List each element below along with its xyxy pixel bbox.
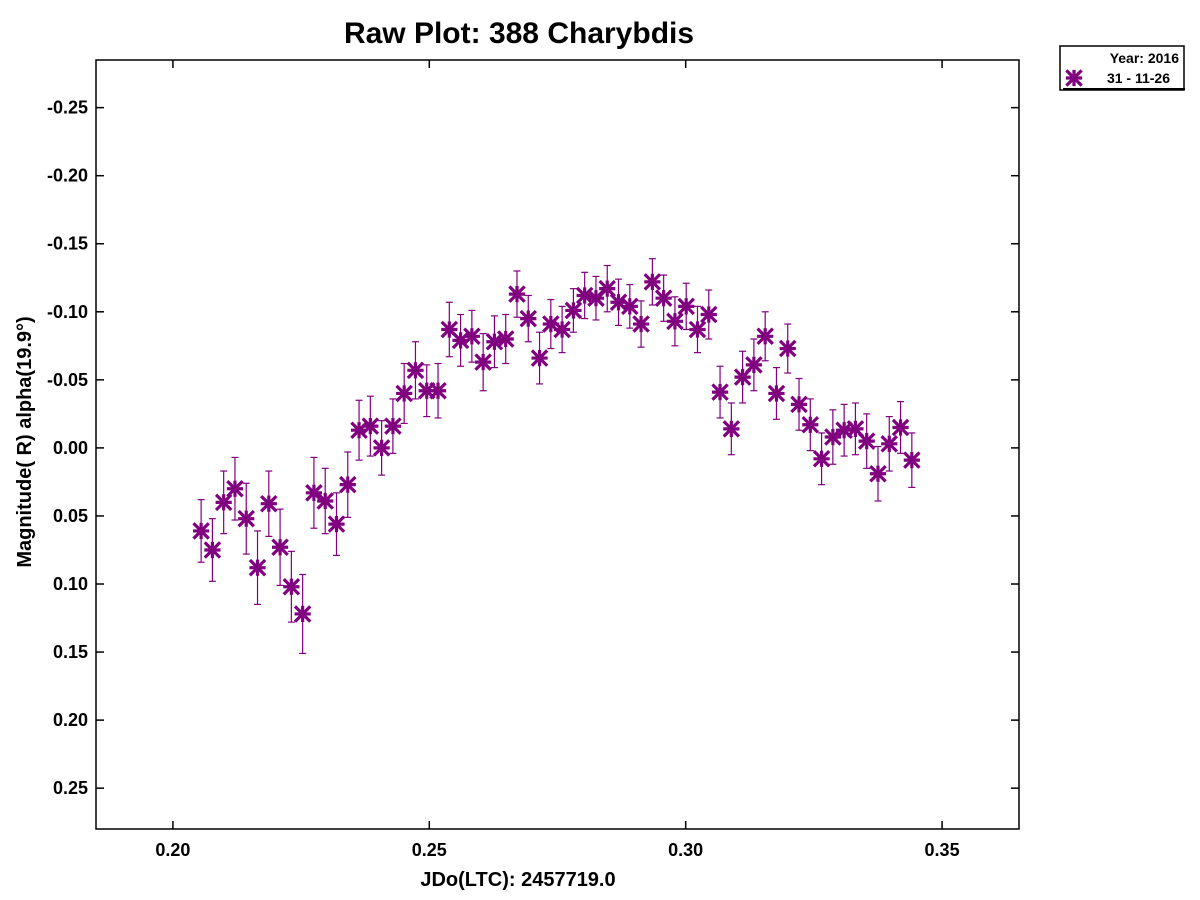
series-31-11-26: [192, 258, 921, 655]
data-point: [688, 320, 707, 339]
data-point: [305, 484, 323, 502]
data-point: [903, 451, 921, 469]
data-point: [463, 327, 481, 346]
y-tick-label: -0.15: [47, 234, 88, 254]
legend-marker-icon: [1065, 69, 1083, 87]
data-point: [406, 361, 425, 380]
data-point: [248, 558, 267, 577]
data-point: [857, 432, 876, 450]
y-tick-label: -0.20: [47, 166, 88, 186]
y-axis-label: Magnitude( R) alpha(19.9°): [14, 316, 36, 567]
y-tick-label: -0.10: [47, 302, 88, 322]
data-point: [271, 538, 289, 557]
legend-box: [1059, 45, 1185, 91]
y-tick-label: 0.15: [53, 642, 88, 662]
data-point: [869, 465, 887, 483]
plot-frame: [95, 59, 1020, 830]
data-point: [677, 297, 695, 316]
x-axis-label: JDo(LTC): 2457719.0: [420, 869, 615, 891]
y-axis: -0.25 -0.20 -0.15 -0.10 -0.05 0.00 0.05 0.10 0.1…: [47, 98, 1019, 798]
data-point: [598, 279, 617, 298]
data-point: [722, 420, 741, 438]
legend: Year: 2016 31 - 11-26: [1059, 45, 1185, 91]
data-point: [553, 320, 571, 339]
data-point: [756, 327, 774, 346]
data-point: [451, 331, 470, 350]
data-point: [632, 315, 650, 333]
data-point: [654, 289, 673, 307]
legend-marker-31-11-26: [1065, 69, 1083, 87]
x-axis: 0.20 0.25 0.30 0.35: [155, 60, 960, 860]
y-tick-label: 0.10: [53, 574, 88, 594]
y-tick-label: 0.05: [53, 506, 88, 526]
data-point: [372, 439, 391, 457]
data-point: [192, 522, 210, 540]
data-point: [293, 605, 312, 623]
data-point: [745, 356, 763, 374]
data-point: [778, 339, 797, 358]
data-point: [643, 273, 662, 291]
y-tick-label: -0.05: [47, 370, 88, 390]
data-point: [474, 353, 492, 371]
data-point: [891, 418, 910, 437]
data-point: [384, 417, 402, 435]
data-point: [316, 492, 334, 510]
data-point: [519, 309, 538, 328]
data-point: [790, 395, 808, 414]
data-point: [508, 285, 526, 303]
data-point: [700, 305, 718, 324]
y-tick-label: 0.25: [53, 778, 88, 798]
y-tick-label: 0.00: [53, 438, 88, 458]
data-point: [214, 493, 233, 512]
y-tick-label: -0.25: [47, 98, 88, 118]
data-point: [339, 475, 357, 494]
x-tick-label: 0.25: [412, 840, 447, 860]
data-point: [711, 383, 729, 401]
data-point: [496, 330, 515, 348]
y-tick-label: 0.20: [53, 710, 88, 730]
data-point: [530, 349, 549, 367]
data-point: [429, 381, 447, 400]
legend-entry-31-11-26: 31 - 11-26: [1107, 70, 1170, 86]
data-point: [767, 384, 786, 403]
x-tick-label: 0.35: [925, 840, 960, 860]
x-tick-label: 0.30: [668, 840, 703, 860]
data-point: [237, 509, 256, 528]
data-point: [395, 384, 413, 403]
chart-title: Raw Plot: 388 Charybdis: [344, 17, 694, 50]
data-point: [282, 577, 301, 596]
legend-title: Year: 2016: [1110, 50, 1179, 66]
data-point: [327, 515, 346, 533]
data-point: [361, 417, 380, 435]
data-point: [621, 297, 639, 316]
data-point: [801, 416, 820, 434]
data-point: [203, 541, 222, 559]
data-point: [880, 435, 899, 453]
x-tick-label: 0.20: [155, 840, 190, 860]
data-point: [812, 450, 831, 468]
data-point: [260, 494, 278, 513]
data-point: [226, 479, 244, 498]
data-point: [564, 301, 583, 320]
data-point: [666, 312, 684, 331]
